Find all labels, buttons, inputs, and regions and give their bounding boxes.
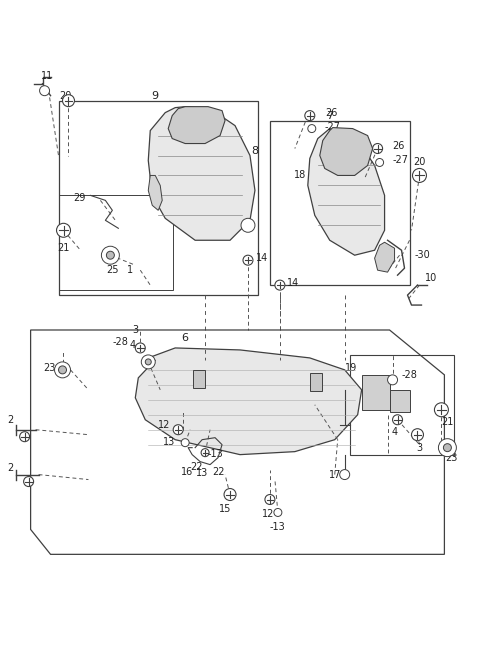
Circle shape — [241, 218, 255, 232]
Text: 24: 24 — [374, 377, 386, 387]
Text: 23: 23 — [43, 363, 56, 373]
Text: 2: 2 — [7, 462, 13, 472]
Text: 19: 19 — [346, 363, 358, 373]
Text: 15: 15 — [219, 504, 231, 514]
Text: 8: 8 — [252, 146, 259, 155]
Bar — [59, 195, 173, 290]
Text: -30: -30 — [415, 250, 430, 260]
Circle shape — [376, 159, 384, 167]
Circle shape — [340, 470, 350, 480]
Circle shape — [135, 343, 145, 353]
Circle shape — [412, 169, 426, 182]
Circle shape — [393, 415, 403, 424]
Text: 6: 6 — [181, 333, 189, 343]
Text: 11: 11 — [41, 71, 54, 81]
Circle shape — [387, 375, 397, 385]
Bar — [390, 390, 409, 412]
Circle shape — [305, 111, 315, 121]
Text: 10: 10 — [425, 273, 438, 283]
Circle shape — [145, 359, 151, 365]
Text: -27: -27 — [393, 155, 408, 165]
Circle shape — [173, 424, 183, 435]
Circle shape — [444, 443, 451, 451]
Text: 3: 3 — [417, 443, 422, 453]
Circle shape — [107, 251, 114, 259]
Text: -13: -13 — [270, 522, 286, 533]
Text: 29: 29 — [73, 194, 85, 203]
Text: 7: 7 — [326, 111, 333, 121]
Text: 14: 14 — [256, 253, 268, 263]
Circle shape — [274, 508, 282, 516]
Text: 14: 14 — [287, 278, 299, 288]
Bar — [59, 100, 258, 295]
Text: 13: 13 — [196, 468, 208, 478]
Circle shape — [265, 495, 275, 504]
Circle shape — [20, 432, 30, 441]
Circle shape — [181, 439, 189, 447]
Circle shape — [243, 255, 253, 265]
Bar — [310, 373, 322, 391]
Polygon shape — [148, 107, 255, 240]
Circle shape — [411, 429, 423, 441]
Circle shape — [59, 366, 67, 374]
Circle shape — [57, 223, 71, 237]
Text: -13: -13 — [207, 449, 223, 459]
Text: 20: 20 — [413, 157, 426, 167]
Circle shape — [39, 86, 49, 96]
Polygon shape — [308, 129, 384, 255]
Text: 17: 17 — [328, 470, 341, 480]
Bar — [361, 375, 390, 410]
Polygon shape — [374, 242, 395, 272]
Text: 25: 25 — [106, 265, 119, 275]
Text: 12: 12 — [262, 510, 274, 520]
Circle shape — [141, 355, 155, 369]
Polygon shape — [148, 175, 162, 211]
Text: -28: -28 — [112, 337, 128, 347]
Circle shape — [201, 449, 209, 457]
Text: -28: -28 — [402, 370, 418, 380]
Text: 23: 23 — [445, 453, 457, 462]
Circle shape — [438, 439, 456, 457]
Polygon shape — [168, 107, 225, 144]
Circle shape — [372, 144, 383, 154]
Polygon shape — [320, 127, 372, 175]
Text: 2: 2 — [7, 415, 13, 424]
Text: 16: 16 — [181, 466, 193, 476]
Text: 26: 26 — [325, 108, 337, 117]
Bar — [270, 121, 409, 285]
Text: 4: 4 — [392, 426, 397, 437]
Text: 22: 22 — [190, 462, 203, 472]
Circle shape — [62, 94, 74, 107]
Circle shape — [434, 403, 448, 417]
Text: 3: 3 — [132, 325, 138, 335]
Text: -27: -27 — [325, 121, 341, 132]
Bar — [350, 355, 455, 455]
Text: 26: 26 — [393, 140, 405, 150]
Text: 18: 18 — [294, 171, 306, 180]
Text: 1: 1 — [127, 265, 133, 275]
Circle shape — [24, 476, 34, 487]
Bar — [193, 370, 205, 388]
Text: 20: 20 — [60, 91, 72, 100]
Circle shape — [224, 489, 236, 501]
Polygon shape — [135, 348, 361, 455]
Text: 21: 21 — [57, 243, 70, 253]
Text: 22: 22 — [212, 466, 224, 476]
Text: 9: 9 — [152, 91, 159, 100]
Text: 12: 12 — [158, 420, 170, 430]
Text: 4: 4 — [129, 340, 135, 350]
Circle shape — [101, 246, 120, 264]
Text: 13: 13 — [163, 437, 175, 447]
Text: 21: 21 — [441, 417, 454, 427]
Circle shape — [55, 362, 71, 378]
Circle shape — [308, 125, 316, 133]
Circle shape — [275, 280, 285, 290]
